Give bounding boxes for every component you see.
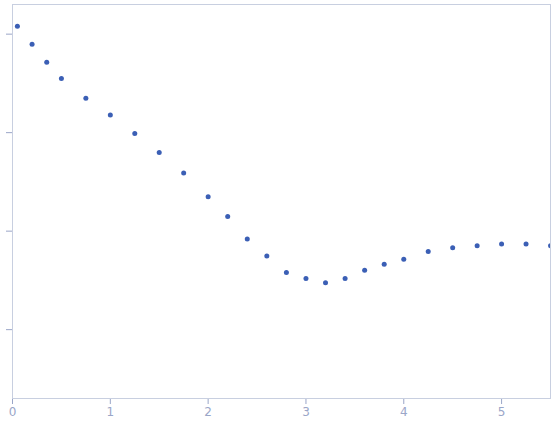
svg-text:2: 2 xyxy=(204,405,212,419)
svg-text:3: 3 xyxy=(302,405,310,419)
svg-text:0: 0 xyxy=(9,405,17,419)
svg-text:1: 1 xyxy=(106,405,114,419)
svg-text:5: 5 xyxy=(498,405,506,419)
svg-text:4: 4 xyxy=(400,405,408,419)
